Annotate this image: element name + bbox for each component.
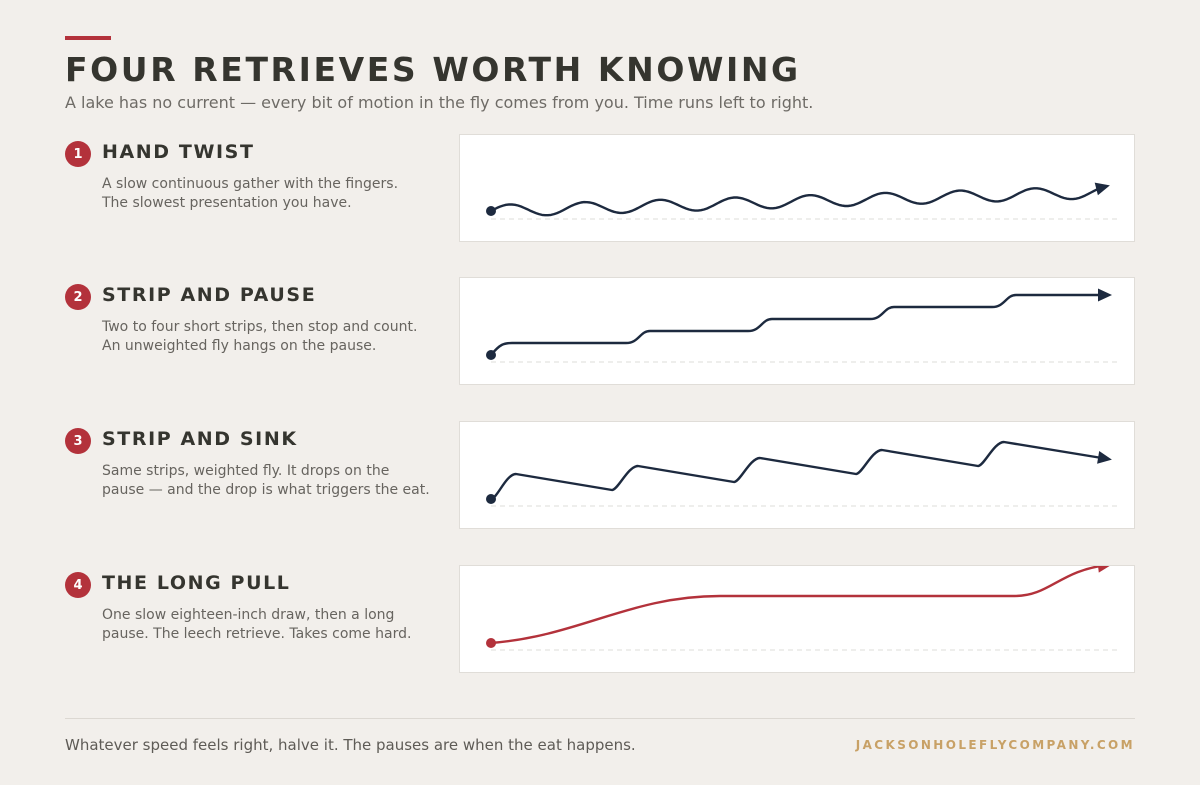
retrieve-description-line: One slow eighteen-inch draw, then a long	[102, 607, 395, 623]
retrieve-diagram-long-pull	[486, 566, 1120, 651]
retrieve-diagram-strip-and-pause	[486, 288, 1120, 363]
retrieve-diagram-panel	[459, 277, 1135, 385]
retrieve-diagram-hand-twist	[486, 182, 1120, 220]
retrieve-description: Same strips, weighted fly. It drops on t…	[102, 462, 442, 500]
title-accent-bar	[65, 36, 111, 40]
retrieve-diagram-strip-and-sink	[486, 440, 1120, 507]
fly-path-line	[489, 440, 1110, 501]
fly-path-line	[489, 185, 1108, 217]
retrieve-description-line: pause. The leech retrieve. Takes come ha…	[102, 626, 412, 642]
retrieve-title: STRIP AND SINK	[102, 428, 298, 450]
retrieve-title: HAND TWIST	[102, 141, 255, 163]
step-number-badge: 1	[65, 141, 91, 167]
start-dot	[486, 350, 496, 360]
retrieve-diagram-panel	[459, 565, 1135, 673]
retrieve-diagram-panel	[459, 134, 1135, 242]
retrieve-row-strip-and-pause: 2 STRIP AND PAUSE Two to four short stri…	[0, 277, 1200, 387]
start-dot	[486, 206, 496, 216]
start-dot	[486, 494, 496, 504]
retrieve-description-line: Same strips, weighted fly. It drops on t…	[102, 463, 390, 479]
retrieve-title: THE LONG PULL	[102, 572, 291, 594]
fly-path-line	[489, 566, 1109, 645]
arrow-head-icon	[1098, 566, 1110, 573]
retrieve-description: A slow continuous gather with the finger…	[102, 175, 442, 213]
fly-path-line	[489, 293, 1110, 357]
retrieve-description-line: The slowest presentation you have.	[102, 195, 352, 211]
arrow-head-icon	[1097, 451, 1112, 464]
retrieve-description-line: A slow continuous gather with the finger…	[102, 176, 399, 192]
retrieve-row-long-pull: 4 THE LONG PULL One slow eighteen-inch d…	[0, 565, 1200, 675]
arrow-head-icon	[1098, 288, 1112, 302]
footer-divider	[65, 718, 1135, 719]
retrieve-row-strip-and-sink: 3 STRIP AND SINK Same strips, weighted f…	[0, 421, 1200, 531]
retrieve-description-line: pause — and the drop is what triggers th…	[102, 482, 430, 498]
step-number-badge: 3	[65, 428, 91, 454]
arrow-head-icon	[1094, 182, 1110, 196]
retrieve-row-hand-twist: 1 HAND TWIST A slow continuous gather wi…	[0, 134, 1200, 244]
retrieve-description-line: Two to four short strips, then stop and …	[102, 319, 418, 335]
retrieve-diagram-panel	[459, 421, 1135, 529]
retrieve-description: One slow eighteen-inch draw, then a long…	[102, 606, 442, 644]
footer-brand: JACKSONHOLEFLYCOMPANY.COM	[855, 738, 1135, 752]
footer-note: Whatever speed feels right, halve it. Th…	[65, 736, 636, 754]
retrieve-title: STRIP AND PAUSE	[102, 284, 317, 306]
retrieve-description-line: An unweighted fly hangs on the pause.	[102, 338, 377, 354]
step-number-badge: 2	[65, 284, 91, 310]
page-title: FOUR RETRIEVES WORTH KNOWING	[65, 50, 801, 89]
step-number-badge: 4	[65, 572, 91, 598]
retrieve-description: Two to four short strips, then stop and …	[102, 318, 442, 356]
start-dot	[486, 638, 496, 648]
page-subtitle: A lake has no current — every bit of mot…	[65, 93, 814, 112]
